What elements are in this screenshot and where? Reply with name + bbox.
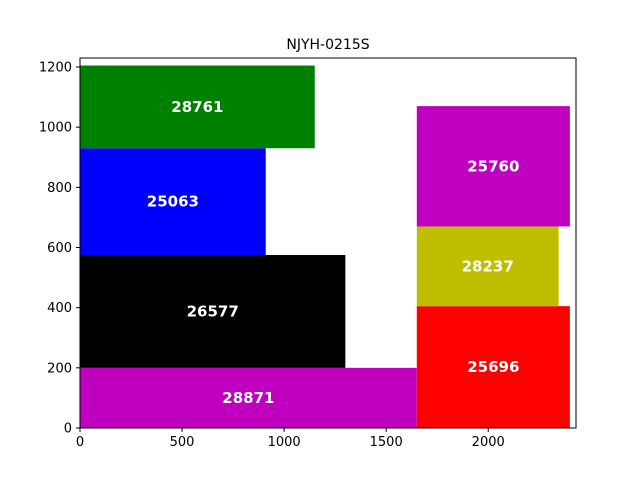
- treemap-block-25696: [416, 306, 570, 428]
- block-label-28871: 28871: [222, 389, 274, 407]
- y-tick-label: 600: [47, 241, 72, 256]
- x-tick-label: 0: [76, 435, 84, 450]
- blocks-layer: 28871 26577 25063 28761 25696 28237 25760: [80, 65, 570, 428]
- block-label-28761: 28761: [171, 98, 223, 116]
- treemap-block-25760: [416, 106, 570, 227]
- axes-layer: 0 500 1000 1500 2000 0 200 400 600 800 1000 1200: [39, 57, 577, 450]
- x-tick-label: 1500: [370, 435, 403, 450]
- chart-title: NJYH-0215S: [286, 37, 369, 53]
- y-tick-label: 1200: [39, 61, 72, 76]
- block-label-25760: 25760: [467, 157, 519, 175]
- x-tick-label: 2000: [472, 435, 505, 450]
- treemap-block-28237: [416, 226, 559, 307]
- y-tick-label: 400: [47, 301, 72, 316]
- block-label-25696: 25696: [467, 358, 519, 376]
- plot-frame: [79, 57, 577, 429]
- treemap-block-26577: [80, 255, 346, 368]
- y-tick-label: 1000: [39, 121, 72, 136]
- y-tick-label: 0: [64, 422, 72, 437]
- treemap-block-28871: [80, 367, 417, 428]
- x-tick-label: 500: [170, 435, 195, 450]
- y-tick-label: 200: [47, 361, 72, 376]
- treemap-block-25063: [80, 148, 266, 256]
- y-tick-label: 800: [47, 181, 72, 196]
- treemap-block-28761: [80, 65, 315, 149]
- block-label-28237: 28237: [462, 257, 514, 275]
- x-tick-label: 1000: [268, 435, 301, 450]
- block-label-26577: 26577: [187, 302, 239, 320]
- block-label-25063: 25063: [147, 193, 199, 211]
